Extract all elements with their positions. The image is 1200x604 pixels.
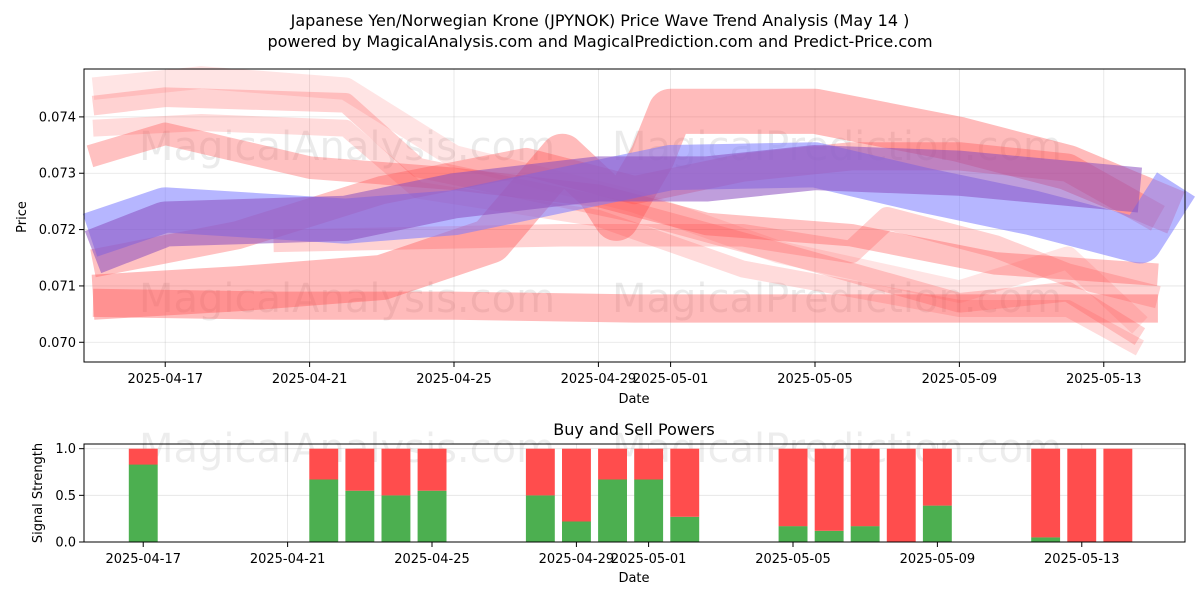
price-plot-x-ticks: 2025-04-17 2025-04-21 2025-04-25 2025-04-29… (127, 362, 1142, 387)
price-x-tick-label: 2025-05-09 (922, 372, 998, 387)
buy-power-bar (1031, 537, 1061, 542)
watermark-magicalprediction-lower: MagicalPrediction.com (612, 276, 1062, 322)
buy-power-bar (850, 526, 880, 542)
signal-x-tick-label: 2025-04-29 (539, 552, 615, 567)
sell-power-bar (309, 448, 339, 480)
watermark-magicalanalysis-lower: MagicalAnalysis.com (139, 276, 555, 322)
price-x-tick-label: 2025-04-25 (416, 372, 492, 387)
sell-power-bar (1067, 448, 1097, 542)
price-y-tick-label: 0.072 (39, 223, 76, 238)
wave-band-red-6 (92, 288, 1158, 323)
sell-power-bar (1031, 448, 1061, 538)
sell-power-bar (814, 448, 844, 531)
price-plot-x-label: Date (618, 392, 649, 407)
price-y-tick-label: 0.071 (39, 279, 76, 294)
figure-title-line-2: powered by MagicalAnalysis.com and Magic… (267, 32, 932, 51)
price-y-tick-label: 0.073 (39, 167, 76, 182)
sell-power-bar (634, 448, 664, 480)
signal-x-tick-label: 2025-05-01 (611, 552, 687, 567)
buy-power-bar (670, 516, 700, 542)
buy-sell-plot-x-label: Date (618, 571, 649, 586)
watermark-magicalanalysis-upper: MagicalAnalysis.com (139, 124, 555, 170)
wave-band-red-5 (91, 88, 1185, 320)
price-x-tick-label: 2025-05-05 (777, 372, 853, 387)
buy-power-bar (778, 526, 808, 542)
sell-power-bar (778, 448, 808, 527)
sell-power-bar (562, 448, 591, 522)
sell-power-bar (670, 448, 700, 517)
buy-sell-plot-y-ticks: 0.0 0.5 1.0 (55, 442, 84, 551)
buy-sell-bars (128, 448, 1133, 542)
buy-sell-plot-frame (83, 443, 1186, 543)
signal-x-tick-label: 2025-05-05 (755, 552, 831, 567)
buy-power-bar (381, 495, 411, 542)
sell-power-bar (345, 448, 375, 491)
sell-power-bar (525, 448, 555, 496)
signal-x-tick-label: 2025-04-17 (105, 552, 181, 567)
price-x-tick-label: 2025-04-21 (272, 372, 348, 387)
price-x-tick-label: 2025-04-29 (561, 372, 637, 387)
wave-band-red-2 (92, 114, 1144, 356)
price-wave-plot: MagicalAnalysis.com MagicalPrediction.co… (15, 66, 1195, 407)
buy-sell-power-plot: Buy and Sell Powers MagicalAnalysis.com … (31, 420, 1186, 586)
wave-bands (82, 66, 1195, 356)
buy-power-bar (634, 479, 664, 542)
signal-y-tick-label: 1.0 (55, 442, 76, 457)
buy-power-bar (417, 490, 447, 542)
buy-sell-plot-y-label: Signal Strength (31, 443, 46, 543)
sell-power-bar (128, 448, 158, 465)
sell-power-bar (598, 448, 627, 480)
sell-power-bar (886, 448, 916, 542)
figure-title-line-1: Japanese Yen/Norwegian Krone (JPYNOK) Pr… (290, 11, 910, 30)
price-plot-y-ticks: 0.070 0.071 0.072 0.073 0.074 (39, 110, 84, 351)
wave-band-red-7 (273, 207, 1161, 309)
sell-power-bar (1103, 448, 1133, 542)
wave-band-purple-9 (84, 145, 1143, 274)
signal-x-tick-label: 2025-05-13 (1044, 552, 1120, 567)
buy-power-bar (309, 479, 339, 542)
wave-band-red-0 (91, 87, 1146, 345)
price-x-tick-label: 2025-05-13 (1066, 372, 1142, 387)
sell-power-bar (381, 448, 411, 496)
price-y-tick-label: 0.070 (39, 336, 76, 351)
signal-x-tick-label: 2025-04-21 (250, 552, 326, 567)
sell-power-bar (417, 448, 447, 491)
buy-power-bar (345, 490, 375, 542)
buy-sell-plot-title: Buy and Sell Powers (553, 420, 715, 439)
price-x-tick-label: 2025-05-01 (633, 372, 709, 387)
buy-power-bar (525, 495, 555, 542)
price-y-tick-label: 0.074 (39, 110, 76, 125)
price-plot-frame (83, 68, 1186, 363)
signal-x-tick-label: 2025-04-25 (394, 552, 470, 567)
price-plot-y-label: Price (15, 201, 30, 233)
buy-power-bar (562, 521, 591, 542)
price-x-tick-label: 2025-04-17 (127, 372, 203, 387)
buy-power-bar (128, 464, 158, 542)
sell-power-bar (850, 448, 880, 527)
signal-y-tick-label: 0.0 (55, 536, 76, 551)
buy-power-bar (922, 505, 952, 542)
sell-power-bar (922, 448, 952, 506)
signal-y-tick-label: 0.5 (55, 489, 76, 504)
buy-power-bar (814, 530, 844, 542)
signal-x-tick-label: 2025-05-09 (900, 552, 976, 567)
buy-power-bar (598, 479, 627, 542)
buy-sell-plot-x-ticks: 2025-04-17 2025-04-21 2025-04-25 2025-04-29… (105, 542, 1120, 567)
